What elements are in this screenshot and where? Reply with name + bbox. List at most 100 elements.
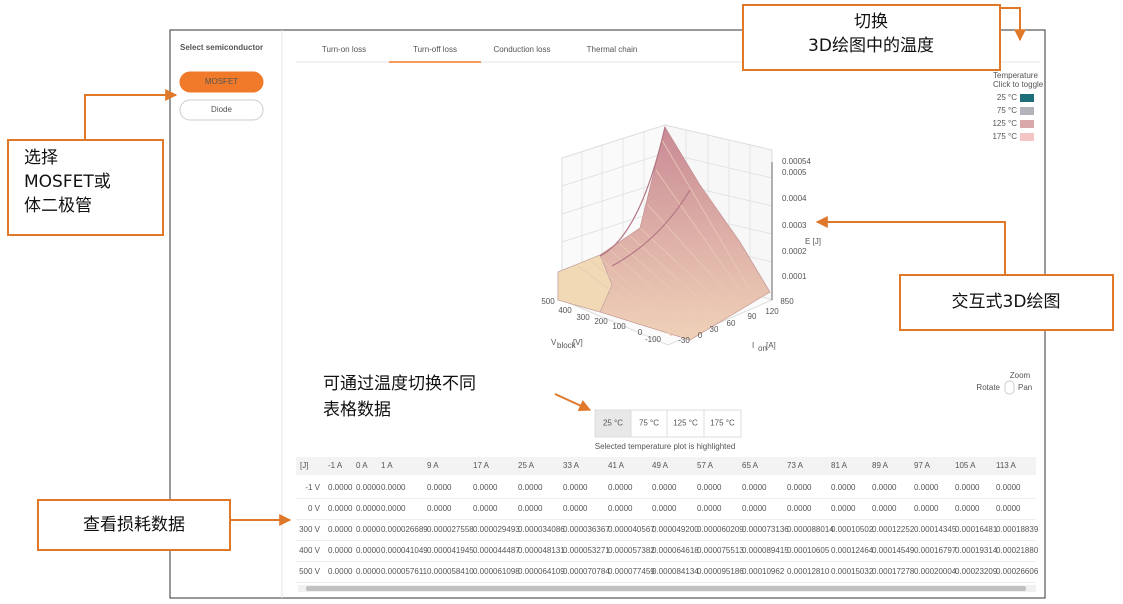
table-cell: 0.000044487 [473, 546, 520, 555]
table-header-cell: 97 A [914, 461, 931, 470]
table-cell: 0.0000 [563, 483, 588, 492]
table-cell: 0.000095186 [697, 567, 744, 576]
legend-swatch[interactable] [1020, 133, 1034, 141]
annotation-text: 3D绘图中的温度 [808, 36, 934, 56]
temperature-button[interactable] [703, 409, 742, 438]
temperature-button-label: 75 °C [639, 419, 659, 428]
table-header-cell: 9 A [427, 461, 439, 470]
table-cell: 0.0000 [872, 483, 897, 492]
table-header-cell: 57 A [697, 461, 714, 470]
table-cell: 0.0000 [356, 483, 381, 492]
tab[interactable]: Conduction loss [494, 45, 551, 54]
e-tick-label: 0.0004 [782, 194, 807, 203]
table-cell: 0.0000 [328, 504, 353, 513]
table-cell: 0.00010605 [787, 546, 830, 555]
semiconductor-button[interactable] [179, 71, 264, 93]
annotation-arrow [1000, 7, 1026, 42]
table-header-cell: [J] [300, 461, 308, 470]
table-cell: 0.00020004 [914, 567, 957, 576]
table-cell: 0.0000 [831, 504, 856, 513]
v-tick-label: 500 [541, 297, 555, 306]
legend-label: 75 °C [997, 106, 1017, 115]
table-cell: 0.00016797 [914, 546, 957, 555]
table-cell: 0.00026606 [996, 567, 1039, 576]
table-cell: 0.0000 [518, 504, 543, 513]
table-cell: 0.0000 [608, 504, 633, 513]
table-cell: 0.00021880 [996, 546, 1039, 555]
table-cell: 0.0000 [697, 483, 722, 492]
table-header-cell: 25 A [518, 461, 535, 470]
temperature-button[interactable] [630, 409, 668, 438]
table-cell: 0.000089415 [742, 546, 789, 555]
table-cell: 0.000053271 [563, 546, 610, 555]
table-cell: 0.000027558 [427, 525, 474, 534]
table-cell: 0.0000 [955, 483, 980, 492]
table-header-bg [296, 457, 1036, 475]
v-label-sub: block [557, 341, 577, 350]
table-header-cell: 17 A [473, 461, 490, 470]
table-row-label: 0 V [308, 504, 321, 513]
table-cell: 0.000064109 [518, 567, 565, 576]
table-row-label: -1 V [305, 483, 320, 492]
table-cell: 0.0000 [356, 525, 381, 534]
table-cell: 0.0000 [473, 504, 498, 513]
table-header-cell: 41 A [608, 461, 625, 470]
table-cell: 0.00015032 [831, 567, 874, 576]
table-cell: 0.0000 [563, 504, 588, 513]
rotate-label: Rotate [976, 383, 1000, 392]
table-cell: 0.0000 [356, 567, 381, 576]
legend-swatch[interactable] [1020, 120, 1034, 128]
temperature-button-label: 25 °C [603, 419, 623, 428]
table-cell: 0.0000 [787, 483, 812, 492]
tab[interactable]: Thermal chain [587, 45, 638, 54]
table-cell: 0.0000 [872, 504, 897, 513]
i-tick-label: 90 [748, 312, 757, 321]
table-cell: 0.0000 [381, 504, 406, 513]
table-cell: 0.00012464 [831, 546, 874, 555]
table-cell: 0.0000 [742, 504, 767, 513]
temperature-hint: Selected temperature plot is highlighted [595, 442, 736, 451]
table-cell: 0.0000 [427, 483, 452, 492]
i-tick-label: 850 [780, 297, 794, 306]
annotation-arrow [84, 89, 178, 140]
table-cell: 0.00019314 [955, 546, 998, 555]
annotation-box [37, 499, 231, 551]
table-cell: 0.0000 [914, 504, 939, 513]
table-cell: 0.0000 [328, 483, 353, 492]
annotation-arrow [815, 216, 1006, 275]
legend-label: 125 °C [992, 119, 1017, 128]
table-cell: 0.0000 [742, 483, 767, 492]
table-cell: 0.0000 [518, 483, 543, 492]
semiconductor-label: MOSFET [205, 77, 238, 86]
annotation-text: 表格数据 [323, 400, 391, 420]
table-header-cell: 113 A [996, 461, 1017, 470]
table-cell: 0.00010962 [742, 567, 785, 576]
table-cell: 0.000049200 [652, 525, 699, 534]
table-header-cell: 33 A [563, 461, 580, 470]
annotation-text: 查看损耗数据 [83, 515, 185, 535]
tab[interactable]: Turn-on loss [322, 45, 366, 54]
e-tick-label: 0.00054 [782, 157, 811, 166]
table-cell: 0.0000 [652, 483, 677, 492]
v-tick-label: 100 [612, 322, 626, 331]
e-tick-label: 0.0002 [782, 247, 807, 256]
i-label-main: I [752, 341, 754, 350]
legend-swatch[interactable] [1020, 107, 1034, 115]
e-axis-label: E [J] [805, 237, 821, 246]
semiconductor-button[interactable] [179, 99, 264, 121]
table-cell: 0.00023209 [955, 567, 998, 576]
annotation-box [742, 4, 1001, 71]
table-row-label: 500 V [299, 567, 321, 576]
table-header-cell: 89 A [872, 461, 889, 470]
table-cell: 0.0000 [652, 504, 677, 513]
tab[interactable]: Turn-off loss [413, 45, 457, 54]
table-cell: 0.00012252 [872, 525, 915, 534]
legend-swatch[interactable] [1020, 94, 1034, 102]
temperature-button-label: 175 °C [710, 419, 735, 428]
scrollbar-thumb[interactable] [306, 586, 1026, 591]
temperature-button[interactable] [666, 409, 705, 438]
annotation-arrow [554, 393, 592, 411]
table-cell: 0.0000 [608, 483, 633, 492]
table-cell: 0.000058410 [427, 567, 474, 576]
i-label-unit: [A] [766, 341, 776, 350]
